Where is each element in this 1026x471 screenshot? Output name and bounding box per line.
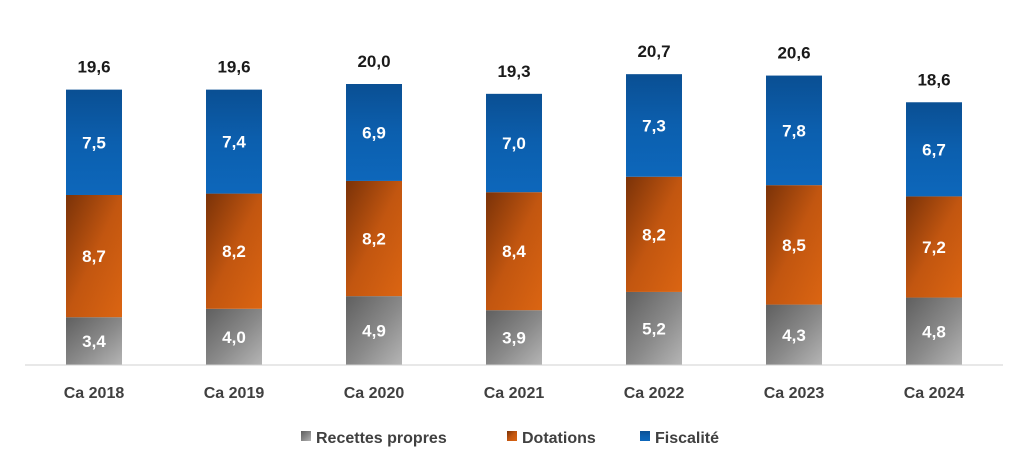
- bar-segment-fiscalite: [906, 102, 962, 197]
- x-tick-label: Ca 2019: [204, 385, 265, 402]
- segment-value-label: 6,9: [362, 123, 386, 142]
- bars-layer: 3,4 8,7 7,5 19,6 4,0 8,2 7,4 19,6 4,9 8,2 6,9 20,0 3…: [66, 42, 962, 365]
- segment-value-label: 7,4: [222, 133, 246, 152]
- segment-value-label: 8,5: [782, 236, 806, 255]
- bar-total-label: 20,6: [777, 44, 810, 63]
- x-tick-label: Ca 2021: [484, 385, 545, 402]
- x-tick-label: Ca 2018: [64, 385, 125, 402]
- segment-value-label: 7,2: [922, 238, 946, 257]
- bar-total-label: 19,6: [217, 58, 250, 77]
- segment-value-label: 3,9: [502, 329, 526, 348]
- bar-segment-dotations: [766, 185, 822, 305]
- bar-total-label: 19,6: [77, 58, 110, 77]
- bar-total-label: 18,6: [917, 70, 950, 89]
- bar-segment-fiscalite: [346, 84, 402, 181]
- segment-value-label: 8,2: [362, 230, 386, 249]
- segment-value-label: 4,0: [222, 328, 246, 347]
- bar-segment-fiscalite: [766, 75, 822, 186]
- legend-label-recettes-propres: Recettes propres: [316, 430, 447, 447]
- bar-total-label: 20,7: [637, 42, 670, 61]
- segment-value-label: 8,2: [222, 242, 246, 261]
- segment-value-label: 7,5: [82, 133, 106, 152]
- segment-value-label: 4,8: [922, 322, 946, 341]
- bar-segment-dotations: [626, 176, 682, 292]
- segment-value-label: 7,0: [502, 134, 526, 153]
- bar-segment-recettes-propres: [66, 317, 122, 365]
- segment-value-label: 3,4: [82, 332, 106, 351]
- legend: Recettes propres Dotations Fiscalité: [301, 430, 719, 447]
- legend-swatch-dotations: [507, 431, 517, 441]
- bar-segment-fiscalite: [626, 74, 682, 177]
- bar-segment-dotations: [486, 192, 542, 311]
- x-tick-label: Ca 2020: [344, 385, 405, 402]
- legend-label-dotations: Dotations: [522, 430, 596, 447]
- bar-segment-recettes-propres: [626, 291, 682, 365]
- bar-segment-fiscalite: [66, 89, 122, 195]
- segment-value-label: 4,3: [782, 326, 806, 345]
- bar-total-label: 20,0: [357, 52, 390, 71]
- segment-value-label: 8,7: [82, 247, 106, 266]
- x-axis-ticks: Ca 2018 Ca 2019 Ca 2020 Ca 2021 Ca 2022 Ca 20…: [64, 385, 965, 402]
- legend-label-fiscalite: Fiscalité: [655, 430, 719, 447]
- bar-segment-recettes-propres: [486, 310, 542, 365]
- segment-value-label: 4,9: [362, 322, 386, 341]
- segment-value-label: 6,7: [922, 140, 946, 159]
- bar-segment-recettes-propres: [206, 308, 262, 365]
- bar-segment-recettes-propres: [906, 297, 962, 365]
- bar-segment-fiscalite: [206, 89, 262, 194]
- bar-segment-recettes-propres: [766, 304, 822, 365]
- bar-segment-dotations: [66, 194, 122, 318]
- bar-segment-dotations: [346, 180, 402, 297]
- segment-value-label: 8,4: [502, 242, 526, 261]
- segment-value-label: 5,2: [642, 319, 666, 338]
- segment-value-label: 7,8: [782, 121, 806, 140]
- x-tick-label: Ca 2024: [904, 385, 965, 402]
- bar-segment-recettes-propres: [346, 296, 402, 365]
- x-tick-label: Ca 2023: [764, 385, 825, 402]
- bar-segment-dotations: [206, 193, 262, 309]
- segment-value-label: 7,3: [642, 116, 666, 135]
- legend-swatch-recettes-propres: [301, 431, 311, 441]
- segment-value-label: 8,2: [642, 225, 666, 244]
- bar-segment-fiscalite: [486, 93, 542, 193]
- x-tick-label: Ca 2022: [624, 385, 685, 402]
- bar-segment-dotations: [906, 196, 962, 298]
- bar-total-label: 19,3: [497, 62, 530, 81]
- legend-swatch-fiscalite: [640, 431, 650, 441]
